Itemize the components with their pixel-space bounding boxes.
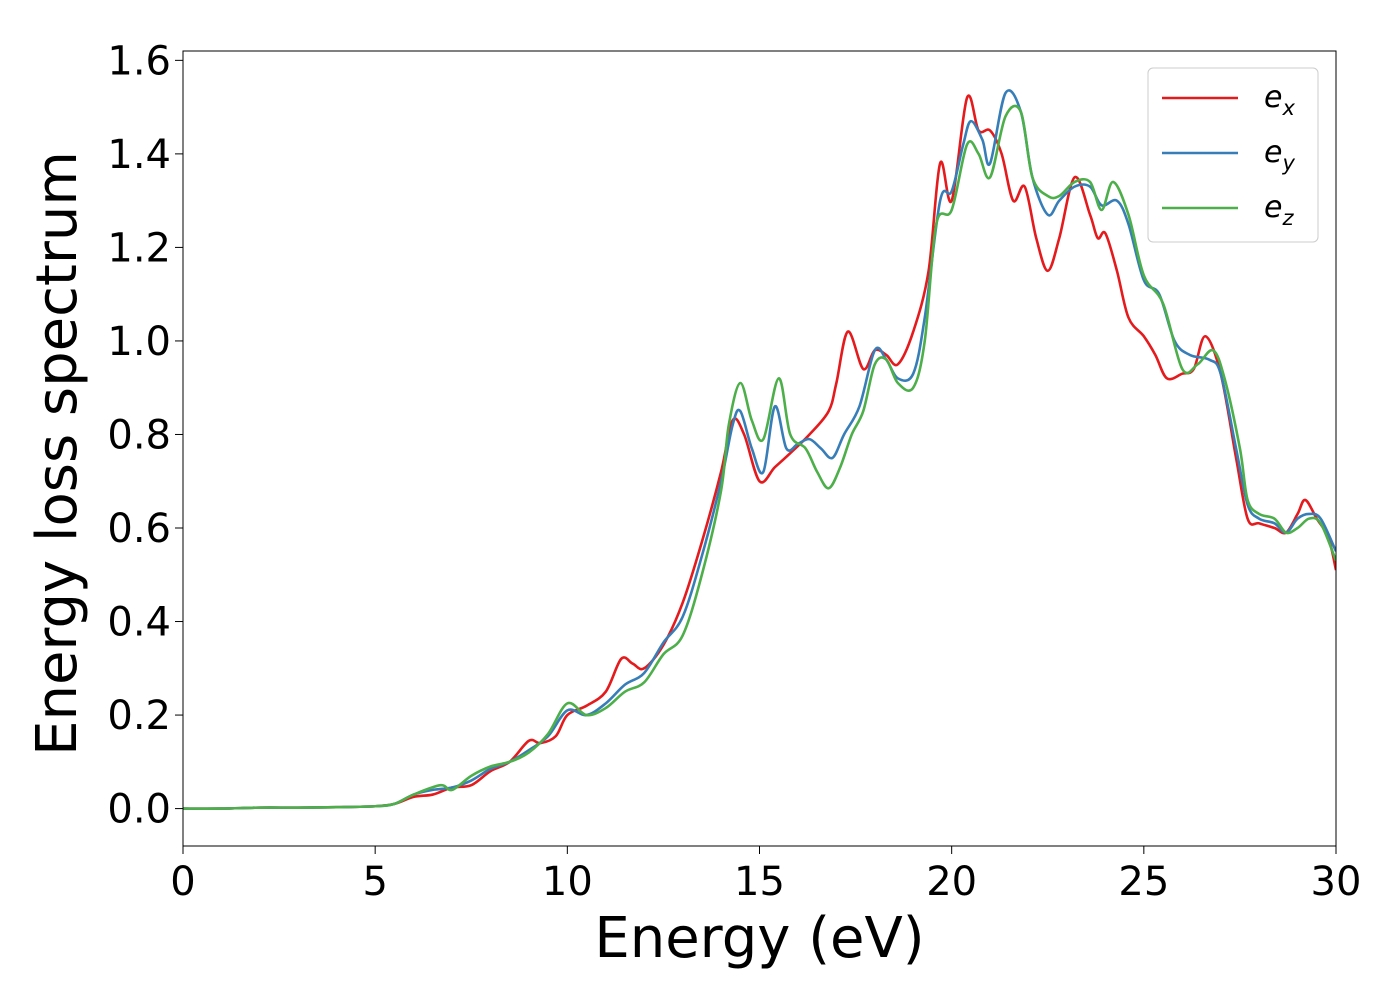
x-tick-label: 5 bbox=[362, 859, 387, 905]
y-tick-label: 1.2 bbox=[107, 225, 171, 271]
y-tick-label: 0.0 bbox=[107, 787, 171, 833]
legend-item-y: ey bbox=[1162, 135, 1295, 175]
legend-label: ex bbox=[1264, 80, 1295, 120]
x-tick-label: 30 bbox=[1311, 859, 1362, 905]
y-tick-label: 0.8 bbox=[107, 412, 171, 458]
y-tick-label: 0.4 bbox=[107, 600, 171, 646]
x-tick-label: 20 bbox=[926, 859, 977, 905]
y-tick-label: 1.4 bbox=[107, 132, 171, 178]
y-tick-label: 0.2 bbox=[107, 693, 171, 739]
x-axis: 0 5 10 15 20 25 30 bbox=[170, 846, 1361, 905]
legend-item-z: ez bbox=[1162, 190, 1294, 230]
y-tick-label: 1.0 bbox=[107, 319, 171, 365]
series-line-z bbox=[183, 104, 1336, 810]
legend-item-x: ex bbox=[1162, 80, 1295, 120]
x-tick-label: 0 bbox=[170, 859, 195, 905]
x-axis-label: Energy (eV) bbox=[594, 906, 924, 971]
legend-label: ez bbox=[1264, 190, 1294, 230]
x-tick-label: 15 bbox=[734, 859, 785, 905]
legend-box bbox=[1147, 67, 1319, 243]
legend-label: ey bbox=[1264, 135, 1295, 175]
y-axis: 0.0 0.2 0.4 0.6 0.8 1.0 1.2 1.4 1.6 bbox=[107, 38, 183, 833]
y-axis-label: Energy loss spectrum bbox=[25, 151, 90, 756]
y-tick-label: 0.6 bbox=[107, 506, 171, 552]
x-tick-label: 10 bbox=[542, 859, 593, 905]
plot-lines bbox=[183, 89, 1336, 810]
y-tick-label: 1.6 bbox=[107, 38, 171, 84]
legend: ex ey ez bbox=[1147, 67, 1319, 243]
x-tick-label: 25 bbox=[1118, 859, 1169, 905]
